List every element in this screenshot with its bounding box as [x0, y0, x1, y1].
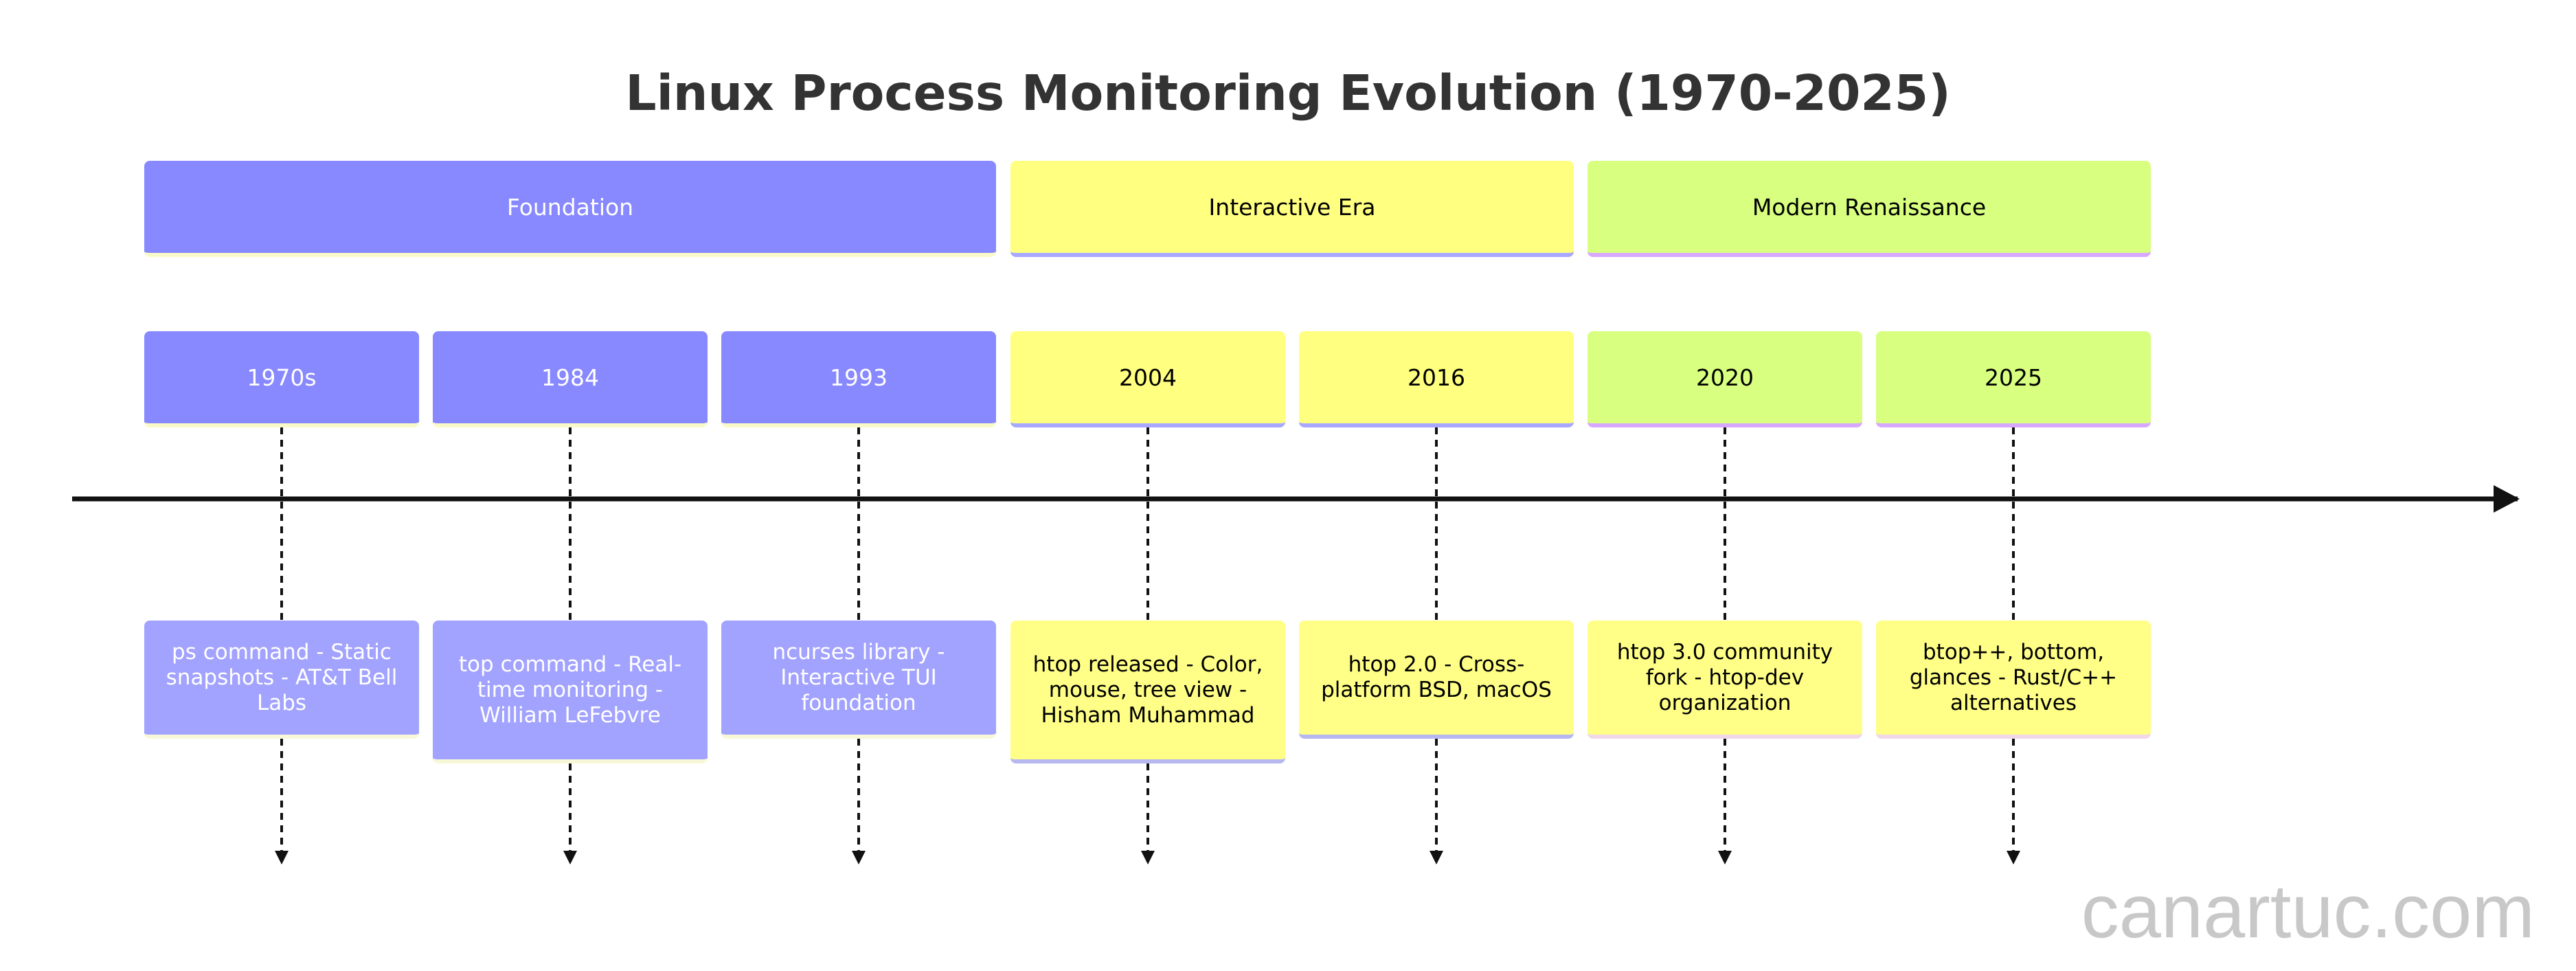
period-1993: 1993	[721, 331, 996, 427]
section-foundation: Foundation	[144, 161, 996, 257]
event-1993: ncurses library - Interactive TUI founda…	[721, 621, 996, 739]
period-2020: 2020	[1588, 331, 1862, 427]
section-modern-renaissance: Modern Renaissance	[1588, 161, 2151, 257]
connector-arrowhead	[1430, 851, 1443, 864]
connector-arrowhead	[563, 851, 577, 864]
connector-arrowhead	[1718, 851, 1732, 864]
period-2004: 2004	[1010, 331, 1285, 427]
period-2025: 2025	[1876, 331, 2151, 427]
period-1970s: 1970s	[144, 331, 419, 427]
timeline-axis-arrowhead	[2494, 485, 2520, 513]
connector-arrowhead	[2007, 851, 2020, 864]
connector-arrowhead	[852, 851, 866, 864]
diagram-title: Linux Process Monitoring Evolution (1970…	[625, 65, 1951, 122]
event-2025: btop++, bottom, glances - Rust/C++ alter…	[1876, 621, 2151, 739]
connector-arrowhead	[1141, 851, 1155, 864]
event-2004: htop released - Color, mouse, tree view …	[1010, 621, 1285, 763]
period-1984: 1984	[433, 331, 708, 427]
event-2016: htop 2.0 - Cross-platform BSD, macOS	[1299, 621, 1574, 739]
event-1970s: ps command - Static snapshots - AT&T Bel…	[144, 621, 419, 739]
period-2016: 2016	[1299, 331, 1574, 427]
connector-arrowhead	[275, 851, 289, 864]
watermark-text: canartuc.com	[2081, 869, 2535, 954]
event-2020: htop 3.0 community fork - htop-dev organ…	[1588, 621, 1862, 739]
section-interactive-era: Interactive Era	[1010, 161, 1574, 257]
event-1984: top command - Real-time monitoring - Wil…	[433, 621, 708, 763]
